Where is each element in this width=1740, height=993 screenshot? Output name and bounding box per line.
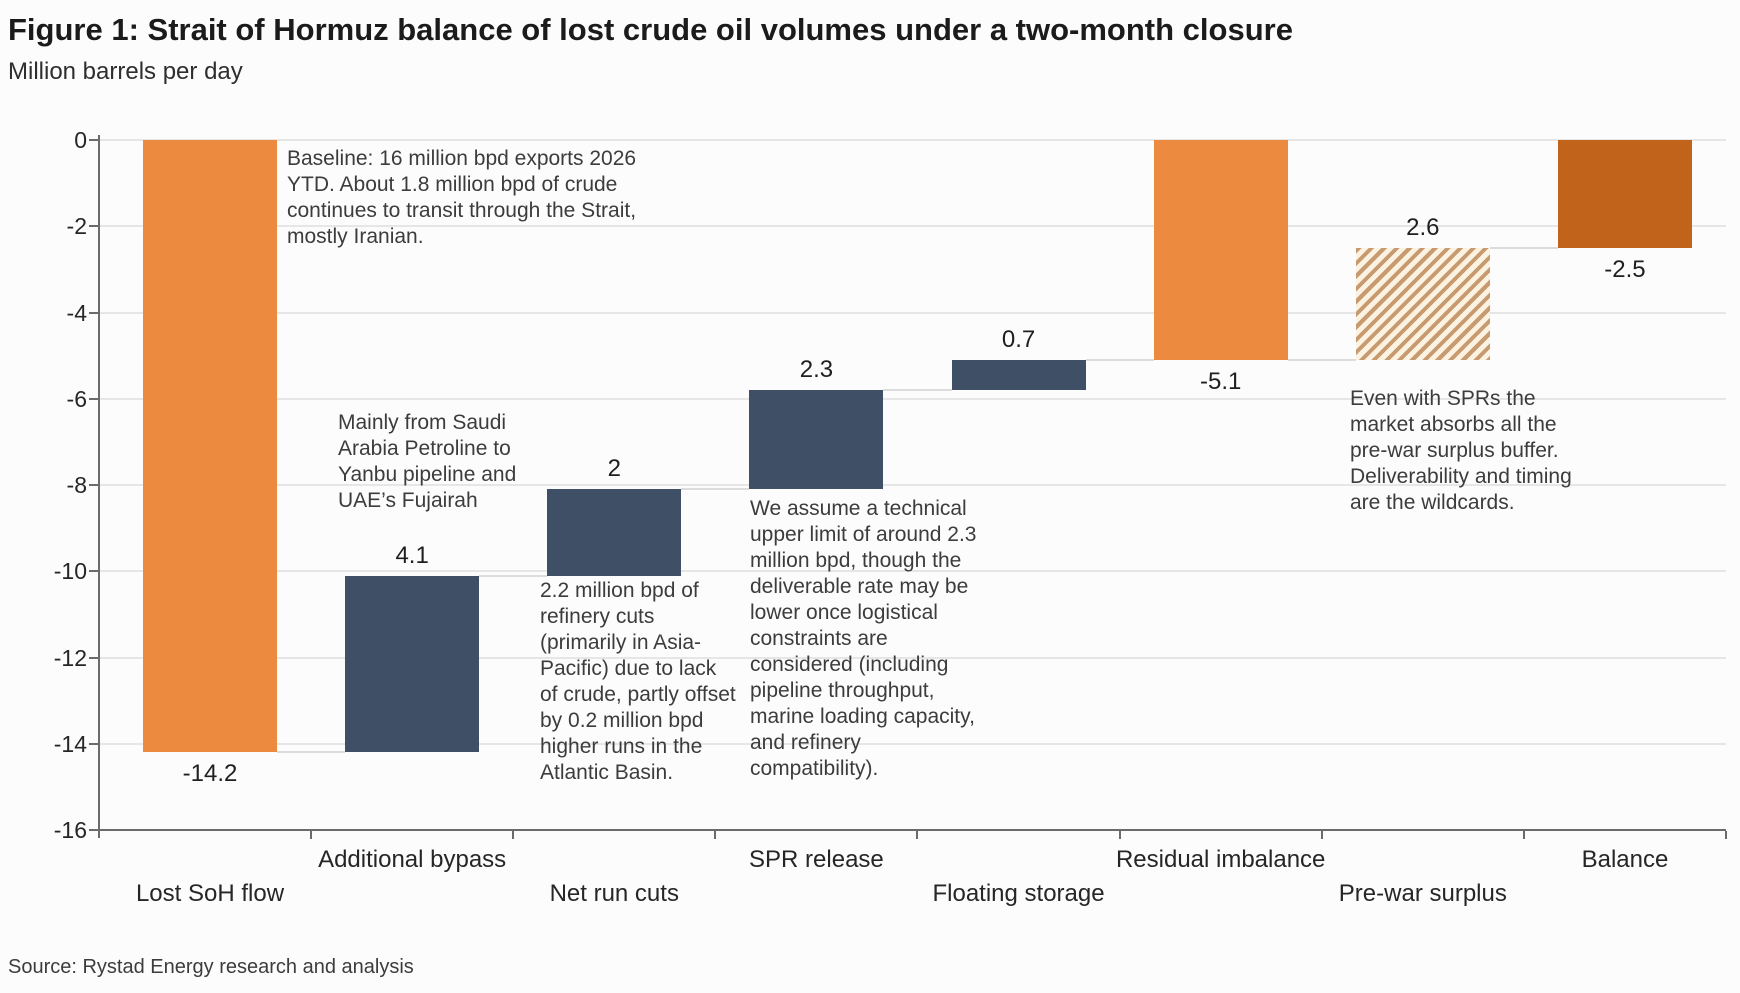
spr-release-note: We assume a technical upper limit of aro…: [750, 497, 977, 780]
gridline: [100, 311, 1726, 314]
bar-spr-release: [749, 390, 884, 490]
category-label-residual-imbalance: Residual imbalance: [1115, 846, 1326, 873]
bar-residual-imbalance: [1153, 140, 1288, 360]
gridline: [100, 397, 1726, 400]
y-axis-label: 0: [74, 127, 87, 153]
x-axis-tick: [1118, 831, 1121, 839]
bar-balance: [1557, 140, 1692, 248]
connector-line: [1085, 358, 1154, 361]
gridline: [100, 656, 1726, 659]
category-label-balance: Balance: [1581, 846, 1669, 873]
connector-line: [883, 389, 952, 392]
x-axis-tick: [310, 831, 313, 839]
x-axis-tick: [714, 831, 717, 839]
y-axis-line: [98, 135, 100, 838]
y-axis-label: -2: [66, 213, 87, 240]
bypass-note: Mainly from Saudi Arabia Petroline to Ya…: [338, 411, 517, 512]
x-axis-line: [98, 829, 1726, 831]
bar-lost-soh-flow: [143, 140, 277, 753]
value-label-net-run-cuts: 2: [607, 455, 621, 483]
y-axis-label: -16: [53, 817, 87, 843]
gridline: [100, 139, 1726, 141]
y-axis-tick: [89, 311, 98, 314]
value-label-additional-bypass: 4.1: [395, 541, 429, 569]
y-axis-tick: [89, 829, 98, 831]
gridline: [100, 570, 1726, 573]
value-label-pre-war-surplus: 2.6: [1406, 213, 1440, 241]
category-label-lost-soh-flow: Lost SoH flow: [135, 880, 285, 907]
connector-line: [479, 574, 548, 577]
y-axis-tick: [89, 225, 98, 228]
connector-line: [277, 751, 346, 754]
category-label-pre-war-surplus: Pre-war surplus: [1338, 880, 1507, 907]
baseline-note: Baseline: 16 million bpd exports 2026 YT…: [287, 147, 637, 248]
y-axis-label: -8: [66, 472, 87, 498]
bar-floating-storage: [951, 359, 1086, 391]
connector-line: [681, 488, 750, 491]
source-note: Source: Rystad Energy research and analy…: [8, 956, 414, 978]
y-axis-label: -10: [53, 558, 87, 585]
y-axis-tick: [89, 484, 98, 486]
value-label-spr-release: 2.3: [799, 356, 834, 384]
y-axis-tick: [89, 742, 98, 745]
y-axis-tick: [89, 397, 98, 400]
x-axis-tick: [1522, 831, 1525, 839]
x-axis-tick: [1725, 831, 1727, 839]
x-axis-tick: [1320, 831, 1323, 839]
category-label-additional-bypass: Additional bypass: [318, 846, 507, 873]
bar-net-run-cuts: [547, 489, 682, 576]
category-label-net-run-cuts: Net run cuts: [549, 880, 679, 907]
pre-war-surplus-note: Even with SPRs the market absorbs all th…: [1350, 387, 1572, 514]
category-label-floating-storage: Floating storage: [932, 880, 1105, 907]
gridline: [100, 484, 1726, 486]
figure-subtitle: Million barrels per day: [8, 58, 243, 85]
gridline: [100, 742, 1726, 745]
y-axis-tick: [89, 570, 98, 573]
connector-line: [1287, 358, 1356, 361]
category-label-spr-release: SPR release: [749, 846, 884, 873]
x-axis-tick: [916, 831, 919, 839]
figure-title: Figure 1: Strait of Hormuz balance of lo…: [8, 12, 1293, 47]
y-axis-label: -6: [66, 385, 87, 412]
bar-additional-bypass: [345, 575, 480, 753]
y-axis-label: -14: [53, 730, 87, 757]
bar-pre-war-surplus: [1355, 247, 1490, 360]
x-axis-tick: [512, 831, 515, 839]
y-axis-label: -4: [66, 299, 87, 326]
net-run-cuts-note: 2.2 million bpd of refinery cuts (primar…: [540, 579, 736, 784]
gridline: [100, 225, 1726, 228]
value-label-balance: -2.5: [1604, 255, 1646, 283]
value-label-residual-imbalance: -5.1: [1200, 367, 1242, 395]
y-axis-tick: [89, 656, 98, 659]
value-label-lost-soh-flow: -14.2: [182, 760, 238, 788]
y-axis-label: -12: [53, 644, 87, 671]
value-label-floating-storage: 0.7: [1001, 325, 1036, 353]
y-axis-tick: [89, 139, 98, 141]
connector-line: [1489, 246, 1558, 249]
